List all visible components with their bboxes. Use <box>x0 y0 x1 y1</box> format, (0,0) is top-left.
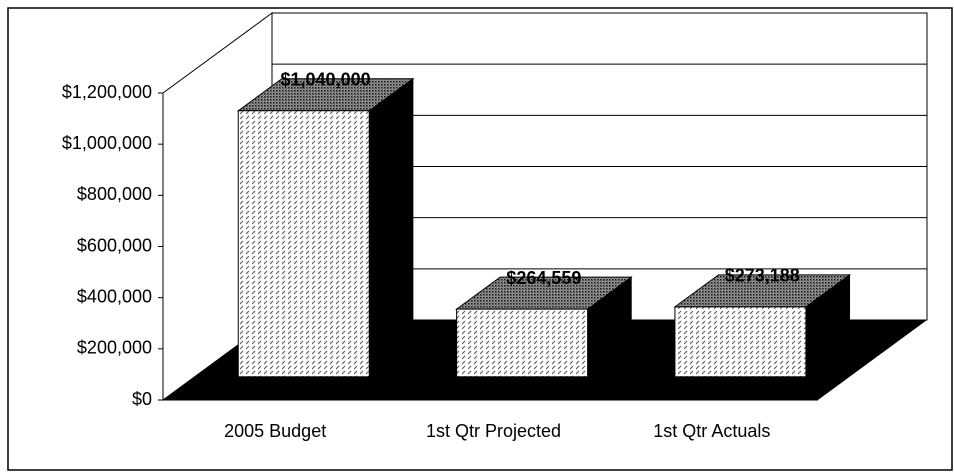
chart-border <box>7 7 953 471</box>
y-tick-label: $800,000 <box>77 184 152 204</box>
data-label: $1,040,000 <box>281 69 371 89</box>
bar <box>237 110 370 378</box>
y-tick-label: $1,000,000 <box>62 133 152 153</box>
x-tick-label: 1st Qtr Projected <box>426 421 561 441</box>
data-label: $264,559 <box>506 268 581 288</box>
x-tick-label: 2005 Budget <box>224 421 326 441</box>
bar-side <box>368 77 414 378</box>
bar <box>456 308 589 378</box>
bar <box>674 306 807 378</box>
y-tick-label: $200,000 <box>77 338 152 358</box>
x-tick-label: 1st Qtr Actuals <box>653 421 770 441</box>
y-tick-label: $400,000 <box>77 286 152 306</box>
y-tick-label: $600,000 <box>77 235 152 255</box>
y-tick-label: $1,200,000 <box>62 82 152 102</box>
y-tick-label: $0 <box>132 389 152 409</box>
data-label: $273,188 <box>725 266 800 286</box>
